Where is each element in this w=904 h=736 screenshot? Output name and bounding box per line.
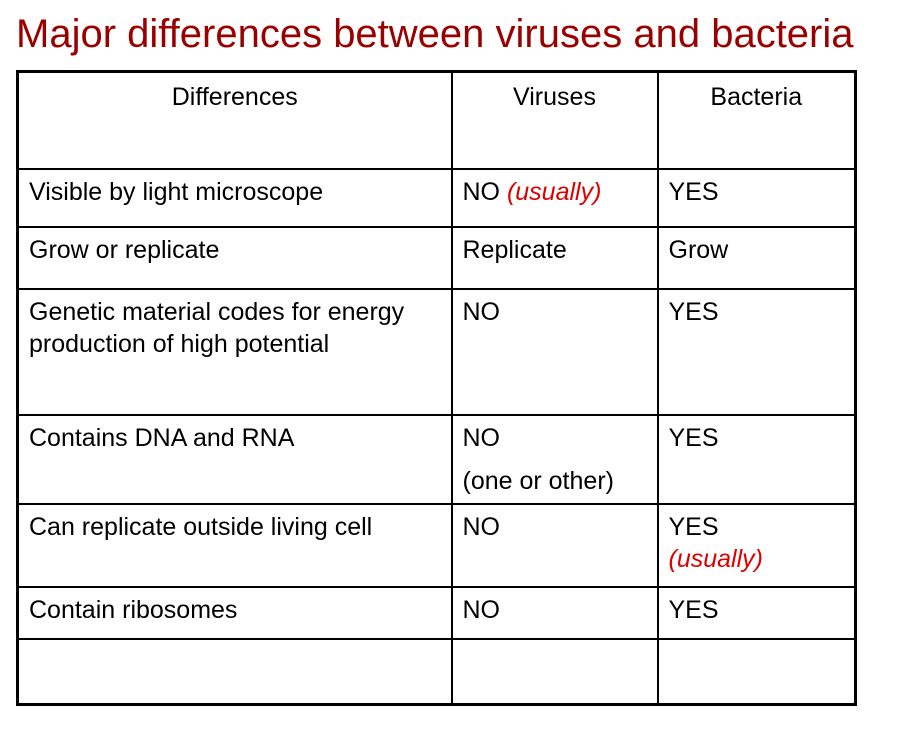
difference-cell: Contains DNA and RNA bbox=[16, 413, 453, 505]
table-row: Genetic material codes for energy produc… bbox=[16, 287, 857, 416]
viruses-cell: Replicate bbox=[450, 225, 659, 290]
bacteria-cell: YES bbox=[656, 585, 857, 640]
table-row: Can replicate outside living cell NO YES… bbox=[16, 502, 857, 588]
viruses-second-line: (one or other) bbox=[462, 466, 614, 495]
viruses-cell: NO (usually) bbox=[450, 167, 659, 228]
table-row-empty bbox=[16, 637, 857, 706]
viruses-note: (usually) bbox=[506, 177, 602, 206]
bacteria-cell: Grow bbox=[656, 225, 857, 290]
difference-cell: Contain ribosomes bbox=[16, 585, 453, 640]
bacteria-cell: YES (usually) bbox=[656, 502, 857, 588]
table-row: Grow or replicate Replicate Grow bbox=[16, 225, 857, 290]
header-viruses: Viruses bbox=[450, 70, 659, 170]
header-differences: Differences bbox=[16, 70, 453, 170]
table-row: Visible by light microscope NO (usually)… bbox=[16, 167, 857, 228]
viruses-value: NO bbox=[462, 177, 507, 206]
bacteria-cell: YES bbox=[656, 287, 857, 416]
viruses-cell bbox=[450, 637, 659, 706]
bacteria-cell: YES bbox=[656, 167, 857, 228]
viruses-cell: NO bbox=[450, 287, 659, 416]
bacteria-cell: YES bbox=[656, 413, 857, 505]
header-bacteria: Bacteria bbox=[656, 70, 857, 170]
viruses-value: NO bbox=[462, 423, 501, 452]
slide: Major differences between viruses and ba… bbox=[16, 12, 857, 706]
table-header-row: Differences Viruses Bacteria bbox=[16, 70, 857, 170]
table-row: Contain ribosomes NO YES bbox=[16, 585, 857, 640]
bacteria-note: (usually) bbox=[668, 544, 763, 573]
difference-cell: Can replicate outside living cell bbox=[16, 502, 453, 588]
viruses-cell: NO bbox=[450, 585, 659, 640]
bacteria-value: YES bbox=[668, 512, 719, 541]
table-row: Contains DNA and RNA NO (one or other) YE… bbox=[16, 413, 857, 505]
viruses-cell: NO (one or other) bbox=[450, 413, 659, 505]
difference-cell bbox=[16, 637, 453, 706]
viruses-cell: NO bbox=[450, 502, 659, 588]
bacteria-cell bbox=[656, 637, 857, 706]
difference-cell: Grow or replicate bbox=[16, 225, 453, 290]
difference-cell: Genetic material codes for energy produc… bbox=[16, 287, 453, 416]
page-title: Major differences between viruses and ba… bbox=[16, 12, 854, 56]
difference-cell: Visible by light microscope bbox=[16, 167, 453, 228]
comparison-table: Differences Viruses Bacteria Visible by … bbox=[16, 70, 857, 706]
